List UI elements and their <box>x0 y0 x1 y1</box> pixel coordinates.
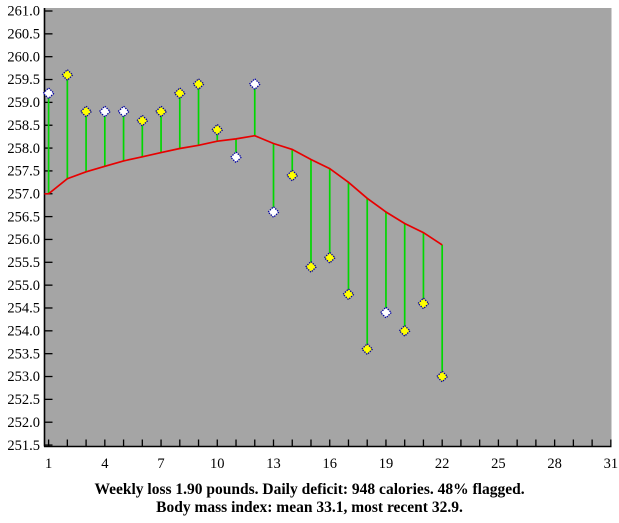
weight-marker-flagged <box>417 297 430 310</box>
x-tick-label: 31 <box>604 456 619 472</box>
weight-marker <box>379 306 393 319</box>
weight-marker-flagged <box>192 77 205 91</box>
weight-marker-flagged <box>211 123 224 137</box>
y-tick-label: 259.5 <box>7 72 40 88</box>
weight-marker-flagged <box>61 68 74 82</box>
x-tick-label: 10 <box>210 456 225 472</box>
weight-marker-flagged <box>342 288 355 301</box>
x-tick-label: 7 <box>157 456 164 472</box>
weight-marker <box>42 87 55 100</box>
weight-marker-flagged <box>360 342 374 356</box>
y-tick-label: 258.5 <box>7 118 40 134</box>
y-tick-label: 253.0 <box>7 369 40 385</box>
plot-area <box>44 8 612 447</box>
weight-marker-flagged <box>398 324 411 338</box>
x-tick-label: 1 <box>45 456 52 472</box>
caption-weekly-loss: Weekly loss 1.90 pounds. Daily deficit: … <box>94 481 525 498</box>
x-tick-label: 19 <box>379 456 394 472</box>
y-tick-label: 252.0 <box>7 415 40 431</box>
weight-marker-flagged <box>435 370 449 383</box>
y-tick-label: 256.0 <box>7 232 40 248</box>
y-tick-label: 255.5 <box>7 255 40 271</box>
weight-marker-flagged <box>173 87 187 100</box>
y-tick-label: 256.5 <box>7 209 40 225</box>
x-tick-label: 22 <box>435 456 450 472</box>
weight-marker-flagged <box>304 260 318 274</box>
weight-marker-flagged <box>154 105 168 118</box>
y-tick-label: 260.0 <box>7 49 40 65</box>
weight-marker-flagged <box>323 251 336 264</box>
y-tick-label: 254.5 <box>7 301 40 317</box>
trend-line <box>44 134 443 246</box>
y-tick-label: 251.5 <box>7 438 40 454</box>
caption-bmi: Body mass index: mean 33.1, most recent … <box>156 499 463 516</box>
x-tick-label: 28 <box>547 456 562 472</box>
y-tick-label: 255.0 <box>7 278 40 294</box>
weight-marker <box>267 205 280 219</box>
y-tick-label: 257.5 <box>7 164 40 180</box>
weight-chart: 261.0 260.5 260.0 259.5 259.0 258.5 258.0 257.5… <box>7 4 619 472</box>
weight-marker <box>98 105 112 118</box>
x-tick-label: 4 <box>101 456 109 472</box>
weight-marker-flagged <box>136 114 149 127</box>
y-tick-label: 258.0 <box>7 141 40 157</box>
y-tick-label: 253.5 <box>7 346 40 362</box>
weight-marker <box>117 105 130 118</box>
y-tick-label: 252.5 <box>7 392 40 408</box>
y-tick-label: 259.0 <box>7 95 40 111</box>
weight-marker <box>229 150 243 164</box>
weight-marker <box>248 77 261 91</box>
weight-marker-flagged <box>286 169 299 182</box>
y-tick-label: 261.0 <box>7 4 40 20</box>
x-tick-label: 25 <box>491 456 506 472</box>
x-tick-label: 16 <box>322 456 337 472</box>
weight-marker-flagged <box>79 105 93 118</box>
y-tick-label: 254.0 <box>7 324 40 340</box>
y-tick-label: 257.0 <box>7 186 40 202</box>
x-tick-label: 13 <box>266 456 281 472</box>
y-tick-label: 260.5 <box>7 27 40 43</box>
